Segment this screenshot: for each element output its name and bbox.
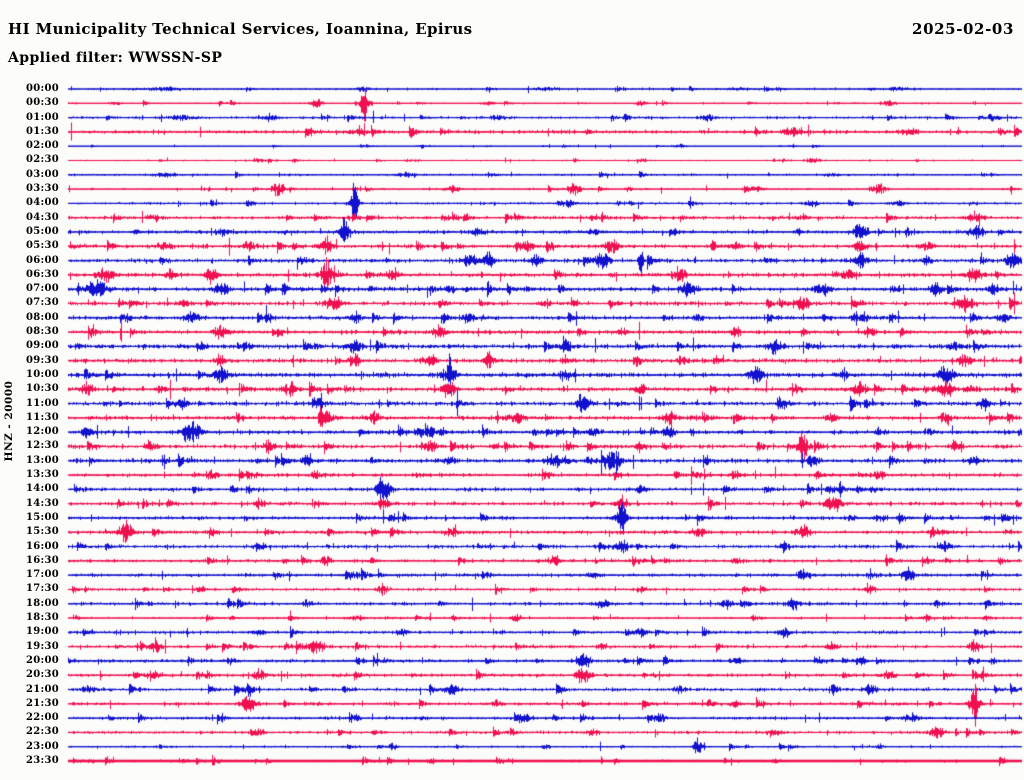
trace-time-label: 05:00: [25, 225, 59, 237]
trace-time-label: 09:30: [25, 354, 59, 366]
trace-time-label: 01:00: [25, 111, 59, 123]
trace-time-label: 18:30: [25, 612, 59, 624]
trace-time-label: 08:00: [25, 311, 59, 323]
trace-time-label: 20:00: [25, 654, 59, 666]
trace-time-label: 21:00: [25, 683, 59, 695]
trace-time-label: 00:00: [25, 83, 59, 94]
trace-time-label: 13:30: [25, 469, 59, 481]
trace-time-label: 21:30: [25, 697, 59, 709]
trace-time-label: 17:00: [25, 569, 59, 581]
date-label: 2025-02-03: [912, 20, 1014, 38]
trace-time-label: 16:00: [25, 540, 59, 552]
trace-time-label: 04:00: [25, 197, 59, 209]
trace-time-label: 02:30: [25, 154, 59, 166]
trace-time-label: 22:00: [25, 712, 59, 724]
helicorder-canvas: [64, 76, 1024, 776]
trace-time-label: 05:30: [25, 240, 59, 252]
trace-time-label: 04:30: [25, 211, 59, 223]
trace-time-label: 15:00: [25, 511, 59, 523]
trace-time-label: 16:30: [25, 554, 59, 566]
trace-time-label: 19:00: [25, 626, 59, 638]
trace-time-label: 10:00: [25, 368, 59, 380]
trace-time-label: 10:30: [25, 383, 59, 395]
trace-time-label: 03:30: [25, 183, 59, 195]
trace-time-label: 02:00: [25, 140, 59, 152]
page-title: HI Municipality Technical Services, Ioan…: [8, 20, 473, 38]
trace-time-label: 23:30: [25, 755, 59, 766]
trace-time-label: 11:30: [25, 411, 59, 423]
trace-time-label: 13:00: [25, 454, 59, 466]
trace-time-label: 07:30: [25, 297, 59, 309]
trace-time-label: 23:00: [25, 740, 59, 752]
trace-time-label: 22:30: [25, 726, 59, 738]
trace-time-label: 12:30: [25, 440, 59, 452]
trace-time-label: 12:00: [25, 426, 59, 438]
trace-time-label: 14:30: [25, 497, 59, 509]
trace-time-label: 14:00: [25, 483, 59, 495]
trace-time-label: 03:00: [25, 168, 59, 180]
trace-time-label: 20:30: [25, 669, 59, 681]
trace-time-label: 00:30: [25, 97, 59, 109]
trace-time-label: 15:30: [25, 526, 59, 538]
trace-time-label: 07:00: [25, 283, 59, 295]
trace-time-label: 09:00: [25, 340, 59, 352]
trace-time-label: 11:00: [25, 397, 59, 409]
trace-time-label: 18:00: [25, 597, 59, 609]
trace-time-label: 06:00: [25, 254, 59, 266]
applied-filter-label: Applied filter: WWSSN-SP: [8, 50, 223, 66]
trace-time-label: 19:30: [25, 640, 59, 652]
trace-time-label: 17:30: [25, 583, 59, 595]
trace-time-label: 01:30: [25, 125, 59, 137]
trace-time-label: 06:30: [25, 268, 59, 280]
trace-time-label: 08:30: [25, 326, 59, 338]
